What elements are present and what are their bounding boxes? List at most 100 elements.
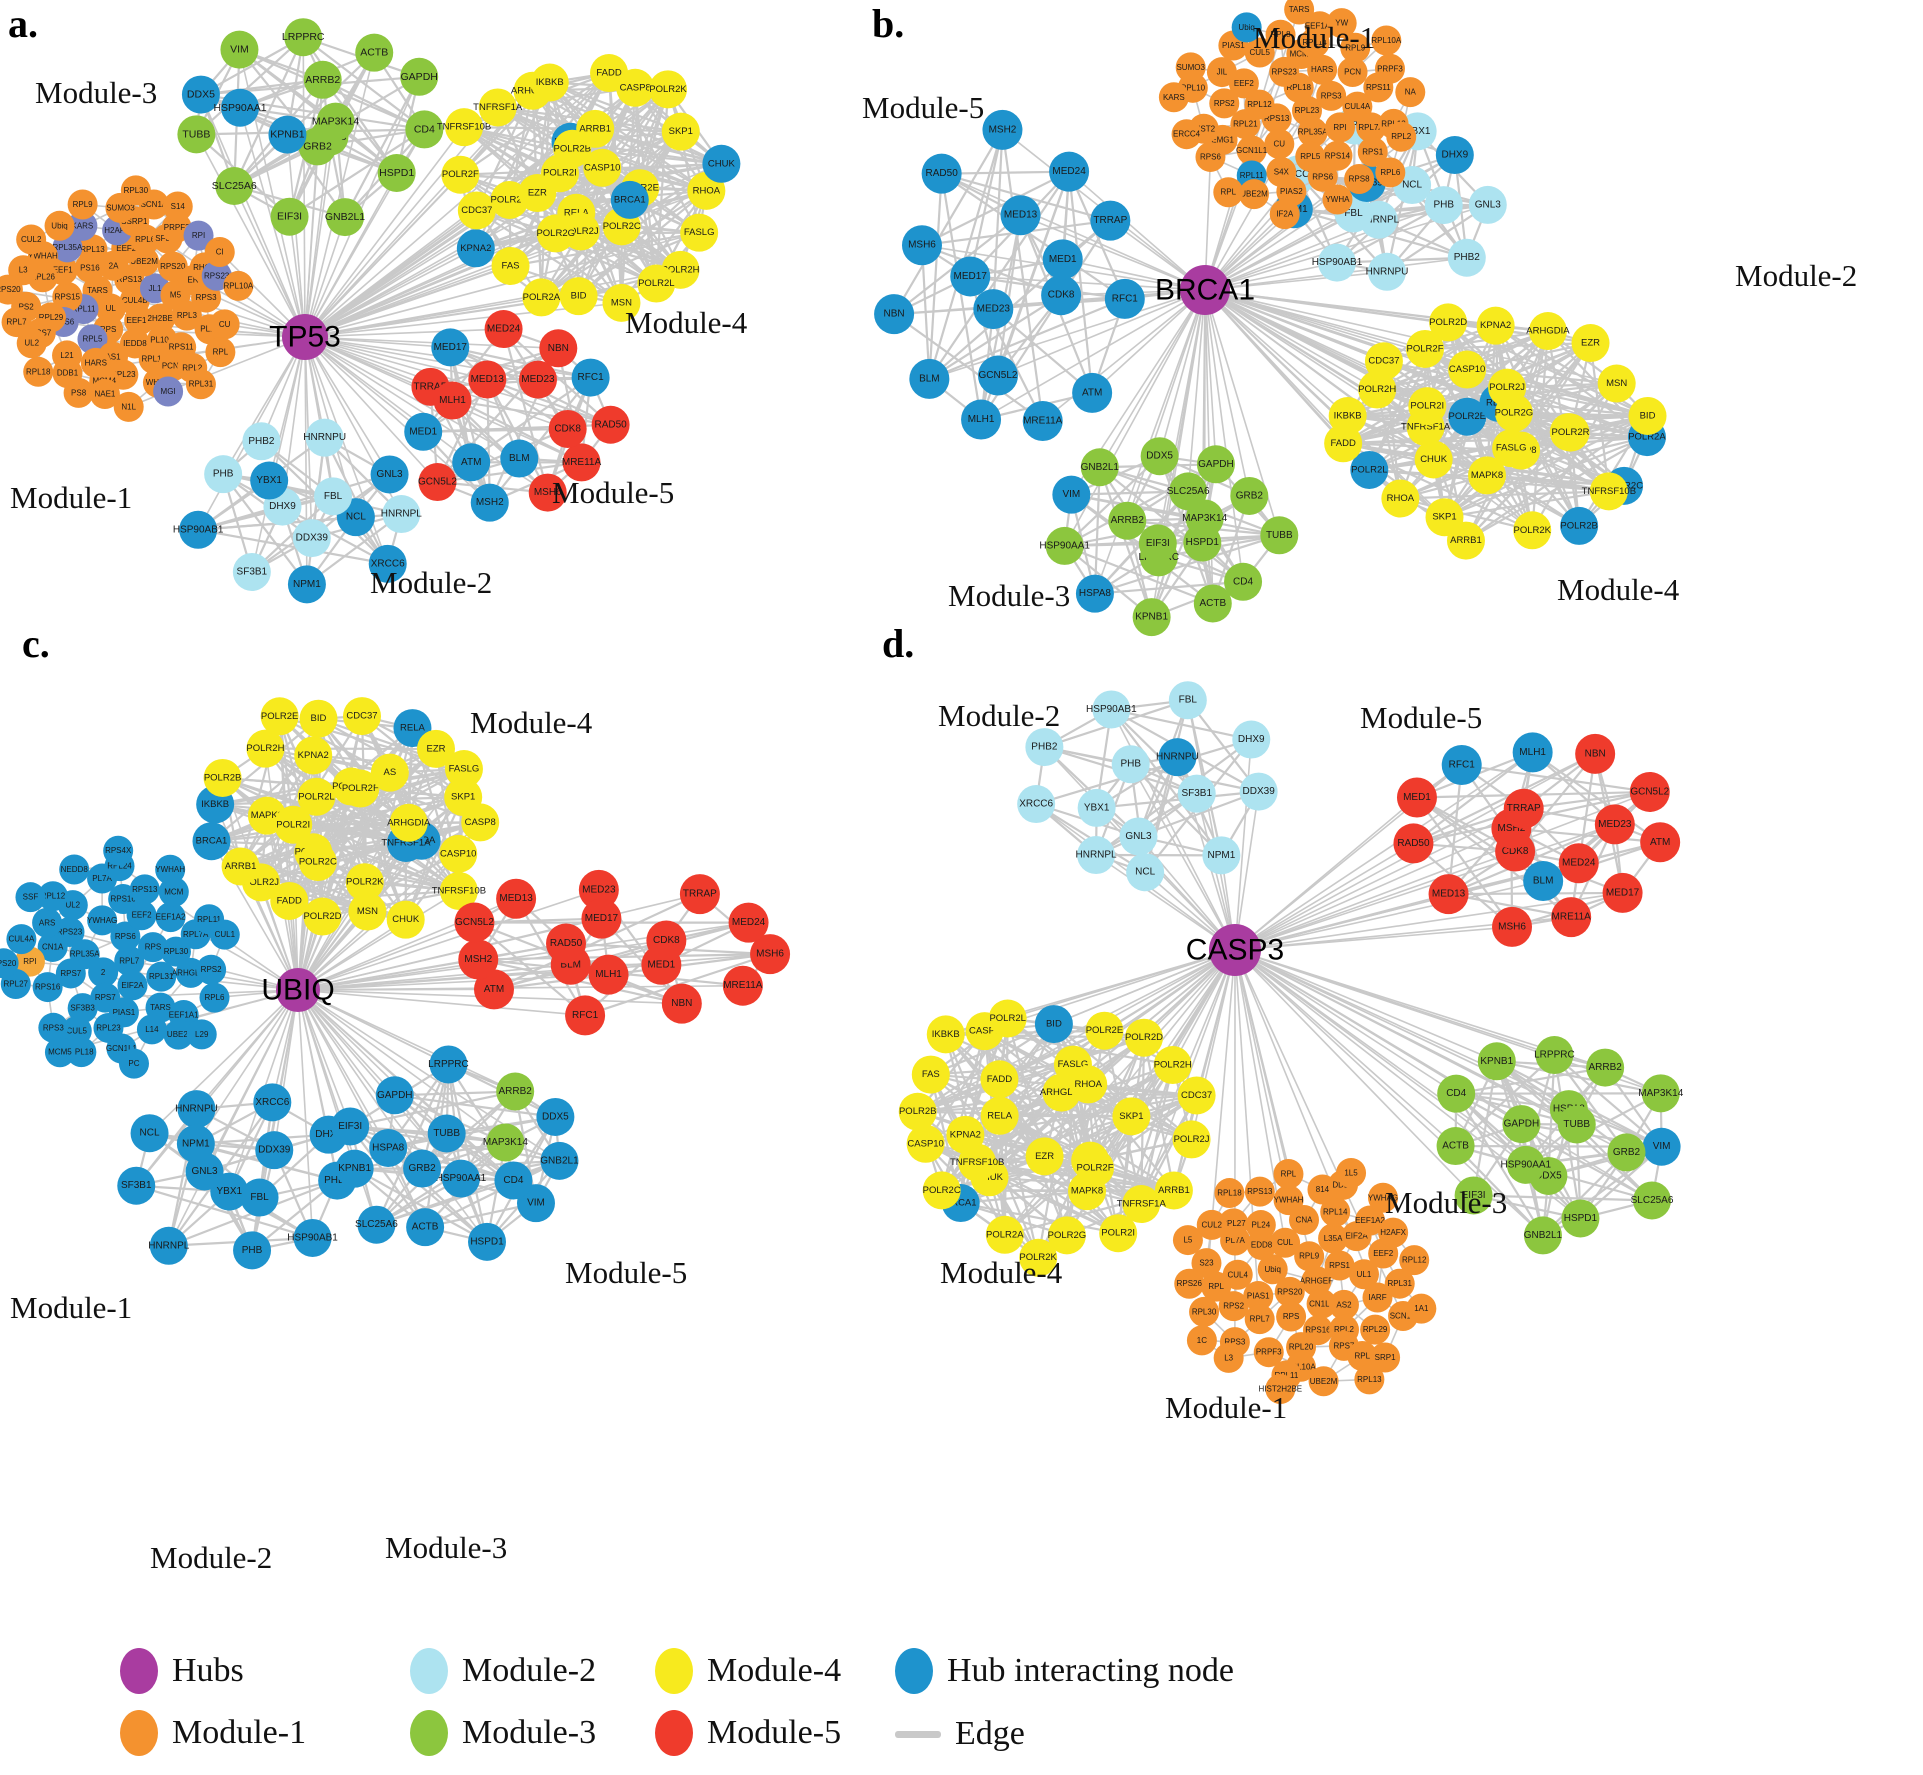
network-node[interactable]: MSH2: [982, 109, 1023, 150]
network-node[interactable]: GRB2: [403, 1149, 442, 1188]
network-node[interactable]: POLR2H: [246, 729, 285, 768]
network-node[interactable]: IKBKB: [1328, 396, 1367, 435]
network-node[interactable]: RPS: [1276, 1301, 1307, 1332]
network-node[interactable]: POLR2I: [1099, 1214, 1138, 1253]
network-node[interactable]: RPL29: [1360, 1314, 1391, 1345]
network-node[interactable]: DDX39: [1239, 772, 1278, 811]
network-node[interactable]: CASP8: [616, 68, 655, 107]
network-node[interactable]: RPS26: [1174, 1268, 1205, 1299]
network-node[interactable]: MRE11A: [1551, 897, 1592, 938]
network-node[interactable]: TRRAP: [1090, 200, 1131, 241]
network-node[interactable]: SF3B1: [232, 552, 271, 591]
network-node[interactable]: TUBB: [177, 115, 216, 154]
network-node[interactable]: POLR2B: [1560, 506, 1599, 545]
network-node[interactable]: ACTB: [406, 1208, 445, 1247]
network-node[interactable]: MED1: [1042, 239, 1083, 280]
network-node[interactable]: MSH2: [470, 483, 509, 522]
network-node[interactable]: POLR2L: [297, 777, 336, 816]
network-node[interactable]: POLR2H: [1154, 1046, 1192, 1085]
network-node[interactable]: HSPA8: [369, 1128, 408, 1167]
network-node[interactable]: NEDD8: [59, 854, 90, 885]
network-node[interactable]: RHOA: [1069, 1065, 1108, 1104]
network-node[interactable]: JIL: [1206, 57, 1237, 88]
network-node[interactable]: ARRB2: [1108, 501, 1147, 540]
network-node[interactable]: RPL6: [199, 982, 230, 1013]
network-node[interactable]: RPS13: [1244, 1176, 1275, 1207]
network-node[interactable]: CDC37: [1364, 342, 1403, 381]
network-node[interactable]: HNRNPU: [1366, 252, 1409, 291]
network-node[interactable]: POLR2K: [1513, 511, 1552, 550]
network-node[interactable]: 1A1: [1406, 1293, 1437, 1324]
network-node[interactable]: RPL9: [67, 189, 98, 220]
network-node[interactable]: RFC1: [565, 995, 606, 1036]
network-node[interactable]: MED13: [468, 360, 507, 399]
network-node[interactable]: ACTB: [355, 33, 394, 72]
network-node[interactable]: POLR2D: [1125, 1018, 1163, 1057]
network-node[interactable]: RPL31: [146, 961, 177, 992]
network-node[interactable]: POLR2B: [203, 758, 242, 797]
network-node[interactable]: ERCC4: [1171, 119, 1202, 150]
network-node[interactable]: L29: [186, 1019, 217, 1050]
network-node[interactable]: SF3B1: [117, 1166, 156, 1205]
network-node[interactable]: KPNB1: [1477, 1042, 1516, 1081]
network-node[interactable]: CHUK: [386, 900, 425, 939]
network-node[interactable]: ARRB2: [303, 60, 342, 99]
network-node[interactable]: HSP90AA1: [1039, 526, 1090, 565]
network-node[interactable]: HSPD1: [468, 1222, 507, 1261]
network-node[interactable]: MRE11A: [1022, 401, 1063, 442]
network-node[interactable]: NPM1: [1202, 836, 1241, 875]
network-node[interactable]: POLR2L: [988, 999, 1027, 1038]
network-node[interactable]: MLH1: [1512, 732, 1553, 773]
network-node[interactable]: POLR2D: [1429, 303, 1467, 342]
network-node[interactable]: SSF: [15, 882, 46, 913]
network-node[interactable]: H2AFX: [1378, 1217, 1409, 1248]
network-node[interactable]: POLR2I: [1408, 387, 1447, 426]
network-node[interactable]: NA: [1395, 77, 1426, 108]
network-node[interactable]: FAS: [491, 246, 530, 285]
network-node[interactable]: CDK8: [646, 920, 687, 961]
network-node[interactable]: RAD50: [921, 153, 962, 194]
network-node[interactable]: MSH6: [1492, 906, 1533, 947]
network-node[interactable]: 1L5: [1336, 1157, 1367, 1188]
network-node[interactable]: CASP10: [583, 148, 622, 187]
network-node[interactable]: YWHA: [1322, 184, 1353, 215]
network-node[interactable]: CD4: [494, 1161, 533, 1200]
network-node[interactable]: UBE2M: [1239, 179, 1270, 210]
network-node[interactable]: PRPF3: [1374, 53, 1405, 84]
network-node[interactable]: RPL: [205, 337, 236, 368]
network-node[interactable]: POLR2G: [1495, 393, 1534, 432]
network-node[interactable]: FBL: [1168, 681, 1207, 720]
network-node[interactable]: POLR2C: [299, 843, 337, 882]
network-node[interactable]: KPNA2: [456, 229, 495, 268]
network-node[interactable]: RPL: [1273, 1158, 1304, 1189]
network-node[interactable]: KPNB1: [335, 1149, 374, 1188]
network-node[interactable]: CUL2: [16, 224, 47, 255]
network-node[interactable]: ATM: [1072, 372, 1113, 413]
network-node[interactable]: NPM1: [176, 1124, 215, 1163]
network-node[interactable]: MED24: [1558, 843, 1599, 884]
network-node[interactable]: POLR2C: [923, 1171, 961, 1210]
network-node[interactable]: LRPPRC: [428, 1045, 469, 1084]
network-node[interactable]: POLR2E: [260, 697, 299, 736]
network-node[interactable]: RELA: [980, 1096, 1019, 1135]
network-node[interactable]: ACTB: [1436, 1127, 1475, 1166]
network-node[interactable]: CUL1: [209, 919, 240, 950]
network-node[interactable]: AS: [370, 753, 409, 792]
network-node[interactable]: RPS6: [1195, 141, 1226, 172]
network-node[interactable]: CASP10: [1448, 350, 1487, 389]
hub-node[interactable]: BRCA1: [1155, 265, 1255, 315]
network-node[interactable]: YWHAH: [155, 854, 185, 885]
network-node[interactable]: NCL: [130, 1114, 169, 1153]
network-node[interactable]: HSP90AB1: [1086, 690, 1137, 729]
network-node[interactable]: MLH1: [588, 954, 629, 995]
network-node[interactable]: PL24: [1245, 1210, 1276, 1241]
network-node[interactable]: PHB: [204, 455, 243, 494]
network-node[interactable]: MED17: [1602, 872, 1643, 913]
network-node[interactable]: YWHAH: [1273, 1185, 1304, 1216]
network-node[interactable]: FAS: [911, 1055, 950, 1094]
network-node[interactable]: BID: [1628, 396, 1667, 435]
network-node[interactable]: RPL10A: [1371, 25, 1402, 56]
network-node[interactable]: MSH2: [458, 939, 499, 980]
network-node[interactable]: RPL2: [1386, 121, 1417, 152]
network-node[interactable]: IKBKB: [530, 63, 569, 102]
